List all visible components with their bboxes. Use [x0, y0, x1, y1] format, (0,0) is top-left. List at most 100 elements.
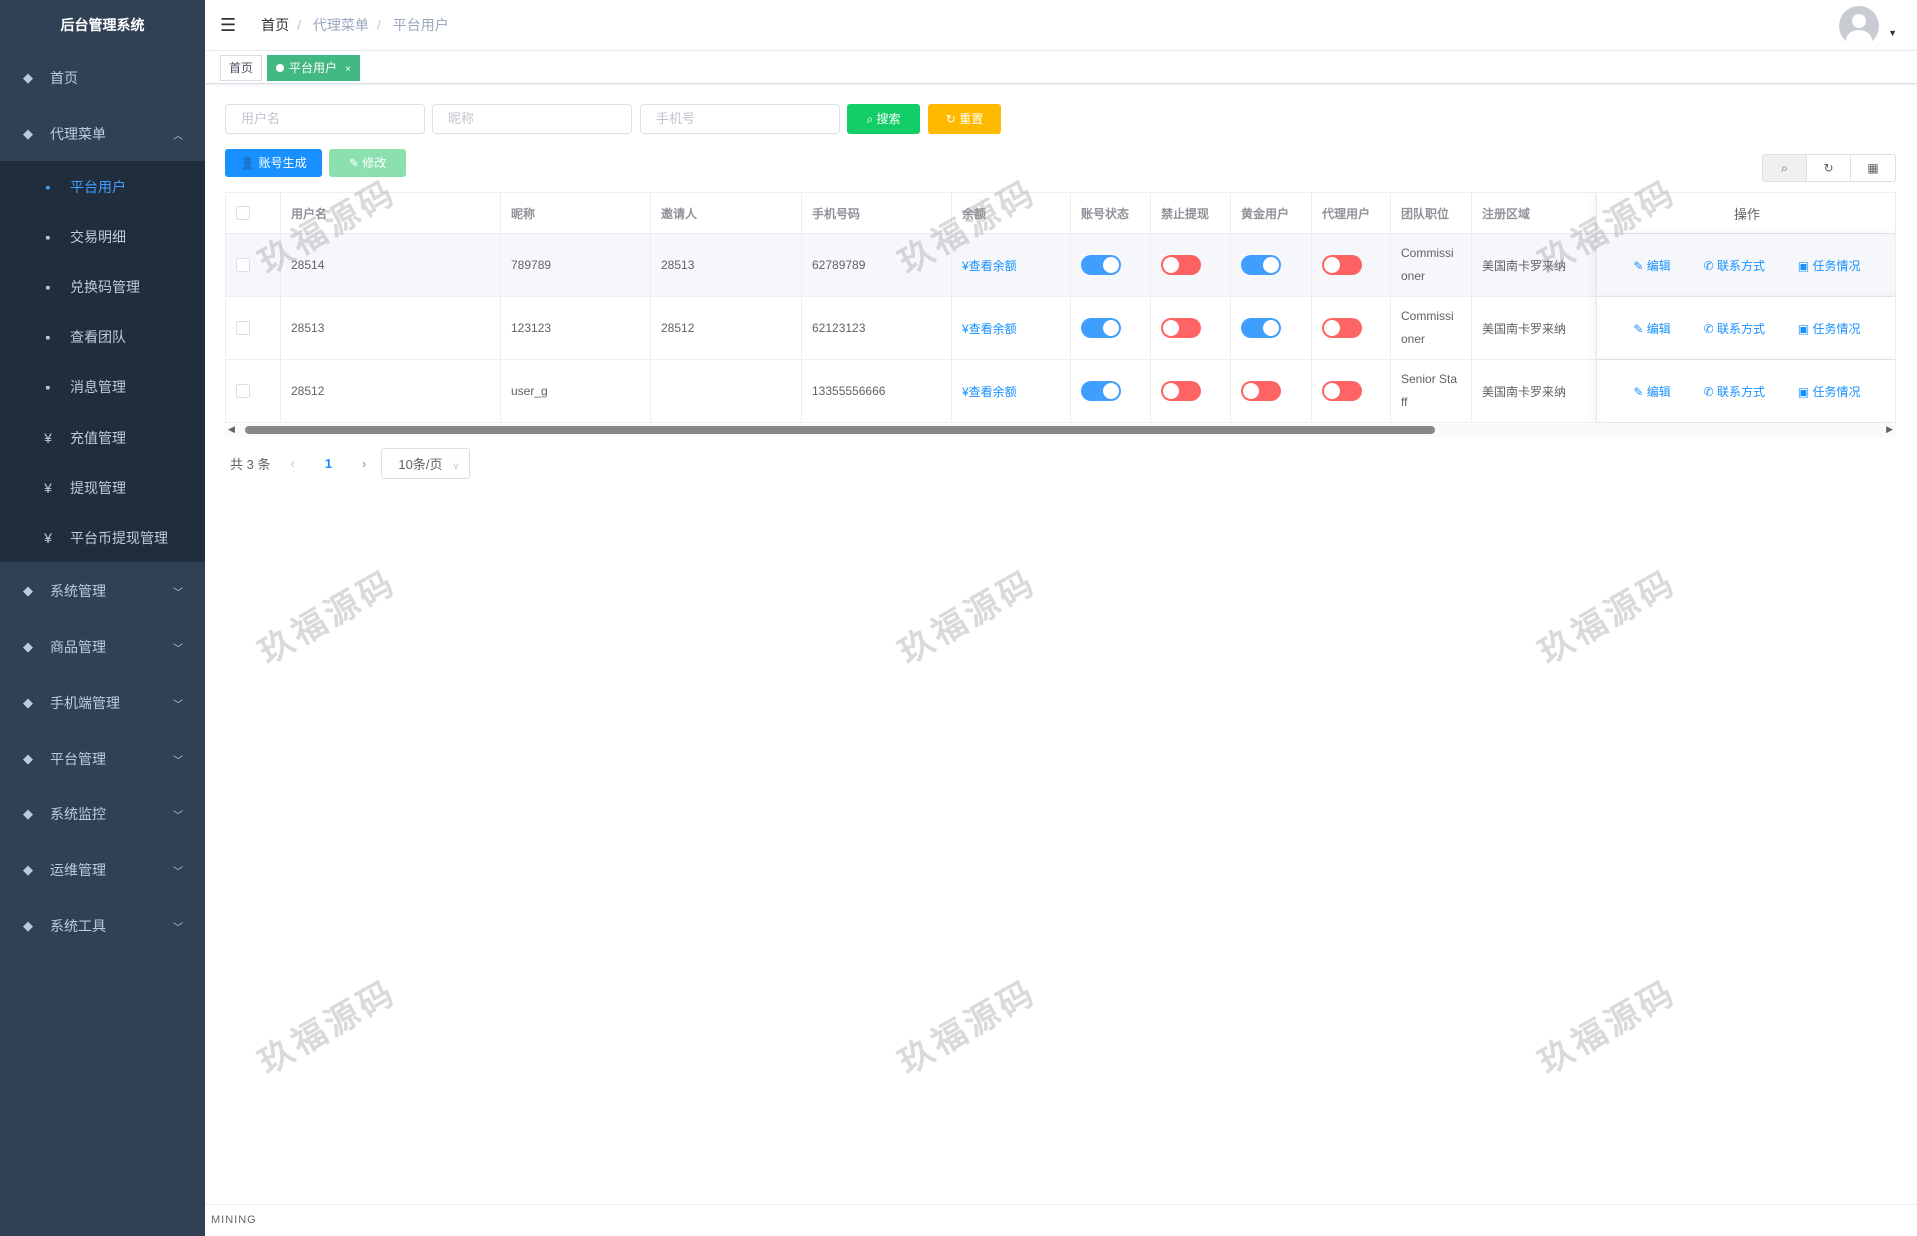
- phone-icon: ✆: [1703, 384, 1718, 399]
- tasks-action-link[interactable]: ▣ 任务情况: [1798, 383, 1861, 400]
- tag-home[interactable]: 首页: [220, 55, 263, 81]
- yen-icon: ¥: [44, 430, 52, 446]
- username-input[interactable]: 用户名: [225, 104, 425, 134]
- horizontal-scrollbar[interactable]: ◀ ▶: [225, 424, 1896, 437]
- username-text: 28513: [291, 321, 325, 335]
- select-all-checkbox[interactable]: [236, 206, 250, 220]
- sidebar-subitem-label: 充值管理: [70, 430, 126, 446]
- phone-input[interactable]: 手机号: [640, 104, 840, 134]
- scrollbar-thumb[interactable]: [245, 426, 1435, 434]
- phone-icon: ✆: [1703, 321, 1718, 336]
- contact-action-link[interactable]: ✆ 联系方式: [1704, 383, 1765, 400]
- watermark: 玖福源码: [1532, 973, 1684, 1082]
- columns-button[interactable]: ▦: [1850, 154, 1896, 182]
- agent-switch[interactable]: [1322, 255, 1362, 275]
- caret-down-icon[interactable]: ▼: [1888, 28, 1897, 38]
- reset-button[interactable]: ↻ 重置: [928, 104, 1001, 134]
- prev-page-icon[interactable]: ‹: [290, 456, 295, 471]
- sidebar-subitem-2[interactable]: ▪ 兑换码管理: [0, 262, 205, 312]
- generate-account-button[interactable]: 👤 账号生成: [225, 149, 322, 177]
- sidebar-subitem-0[interactable]: ▪ 平台用户: [0, 162, 205, 212]
- watermark: 玖福源码: [892, 563, 1044, 672]
- view-balance-link[interactable]: ¥查看余额: [962, 384, 1017, 399]
- next-page-icon[interactable]: ›: [362, 456, 367, 471]
- contact-action-link[interactable]: ✆ 联系方式: [1704, 257, 1765, 274]
- watermark: 玖福源码: [892, 973, 1044, 1082]
- sidebar-item-0[interactable]: ◆ 首页: [0, 50, 205, 106]
- nickname-input[interactable]: 昵称: [432, 104, 632, 134]
- sidebar-item-8[interactable]: ◆ 系统工具 ﹀: [0, 898, 205, 954]
- toggle-search-button[interactable]: ⌕: [1762, 154, 1807, 182]
- sidebar-subitem-3[interactable]: ▪ 查看团队: [0, 312, 205, 362]
- sidebar: 后台管理系统 ◆ 首页 ◆ 代理菜单 ︿ ▪ 平台用户 ▪ 交易明细 ▪ 兑换码管理 ▪ 查看团队 ▪ 消息…: [0, 0, 205, 1236]
- sidebar-item-1[interactable]: ◆ 代理菜单 ︿: [0, 106, 205, 162]
- tag-platform-users[interactable]: 平台用户 ×: [267, 55, 360, 81]
- close-icon[interactable]: ×: [345, 64, 351, 75]
- monitor-icon: ◆: [23, 806, 33, 821]
- table-row[interactable]: 28513 123123 28512 62123123 ¥查看余额 Commissi one…: [226, 297, 1895, 360]
- page-size-select[interactable]: 10条/页 ∨: [381, 448, 471, 479]
- username-cell: 28512: [281, 360, 501, 422]
- edit-label: 修改: [362, 156, 387, 170]
- inviter-text: 28512: [661, 321, 695, 335]
- search-button[interactable]: ⌕ 搜索: [847, 104, 920, 134]
- status-switch[interactable]: [1081, 381, 1121, 401]
- scroll-left-icon[interactable]: ◀: [228, 424, 235, 434]
- view-balance-link[interactable]: ¥查看余额: [962, 321, 1017, 336]
- status-switch[interactable]: [1081, 318, 1121, 338]
- phone-cell: 62123123: [802, 297, 952, 359]
- no_withdraw-switch[interactable]: [1161, 255, 1201, 275]
- page-1[interactable]: 1: [324, 456, 333, 471]
- actions-cell: ✎ 编辑 ✆ 联系方式 ▣ 任务情况: [1597, 234, 1895, 296]
- sidebar-item-6[interactable]: ◆ 系统监控 ﹀: [0, 786, 205, 842]
- no_withdraw-switch[interactable]: [1161, 381, 1201, 401]
- sidebar-subitem-label: 平台币提现管理: [70, 530, 168, 546]
- tasks-action-link[interactable]: ▣ 任务情况: [1798, 320, 1861, 337]
- sidebar-item-label: 代理菜单: [50, 126, 106, 142]
- gold-switch[interactable]: [1241, 381, 1281, 401]
- table-row[interactable]: 28514 789789 28513 62789789 ¥查看余额 Commissi one…: [226, 234, 1895, 297]
- breadcrumb-home[interactable]: 首页: [261, 17, 290, 33]
- search-icon: ⌕: [866, 112, 877, 126]
- actions-cell: ✎ 编辑 ✆ 联系方式 ▣ 任务情况: [1597, 297, 1895, 359]
- edit-action-link[interactable]: ✎ 编辑: [1633, 257, 1670, 274]
- tasks-action-link[interactable]: ▣ 任务情况: [1798, 257, 1861, 274]
- contact-action-link[interactable]: ✆ 联系方式: [1704, 320, 1765, 337]
- sidebar-subitem-7[interactable]: ¥ 平台币提现管理: [0, 513, 205, 563]
- scroll-right-icon[interactable]: ▶: [1886, 424, 1893, 434]
- balance-cell: ¥查看余额: [952, 234, 1071, 296]
- gold-switch[interactable]: [1241, 318, 1281, 338]
- agent-switch[interactable]: [1322, 381, 1362, 401]
- sidebar-item-3[interactable]: ◆ 商品管理 ﹀: [0, 619, 205, 675]
- gold-switch[interactable]: [1241, 255, 1281, 275]
- hamburger-icon[interactable]: ☰: [220, 14, 237, 35]
- sidebar-item-7[interactable]: ◆ 运维管理 ﹀: [0, 842, 205, 898]
- table-row[interactable]: 28512 user_g 13355556666 ¥查看余额 Senior Sta ff 美…: [226, 360, 1895, 423]
- sidebar-item-4[interactable]: ◆ 手机端管理 ﹀: [0, 675, 205, 731]
- sidebar-subitem-5[interactable]: ¥ 充值管理: [0, 413, 205, 463]
- column-header-label: 团队职位: [1401, 206, 1450, 221]
- sidebar-subitem-6[interactable]: ¥ 提现管理: [0, 463, 205, 513]
- agent-cell: [1312, 297, 1391, 359]
- row-checkbox[interactable]: [236, 258, 250, 272]
- sidebar-item-2[interactable]: ◆ 系统管理 ﹀: [0, 563, 205, 619]
- view-balance-link[interactable]: ¥查看余额: [962, 258, 1017, 273]
- edit-button[interactable]: ✎ 修改: [329, 149, 406, 177]
- edit-icon: ✎: [1633, 321, 1647, 336]
- sidebar-item-label: 商品管理: [50, 639, 106, 655]
- no_withdraw-switch[interactable]: [1161, 318, 1201, 338]
- gear-icon: ◆: [23, 583, 33, 598]
- avatar[interactable]: [1839, 6, 1879, 46]
- edit-action-link[interactable]: ✎ 编辑: [1633, 320, 1670, 337]
- position-text: oner: [1401, 332, 1426, 346]
- agent-switch[interactable]: [1322, 318, 1362, 338]
- status-switch[interactable]: [1081, 255, 1121, 275]
- sidebar-subitem-1[interactable]: ▪ 交易明细: [0, 212, 205, 262]
- sidebar-item-5[interactable]: ◆ 平台管理 ﹀: [0, 731, 205, 787]
- refresh-button[interactable]: ↻: [1806, 154, 1851, 182]
- server-icon: ◆: [23, 862, 33, 877]
- sidebar-subitem-4[interactable]: ▪ 消息管理: [0, 362, 205, 412]
- row-checkbox[interactable]: [236, 384, 250, 398]
- row-checkbox[interactable]: [236, 321, 250, 335]
- edit-action-link[interactable]: ✎ 编辑: [1633, 383, 1670, 400]
